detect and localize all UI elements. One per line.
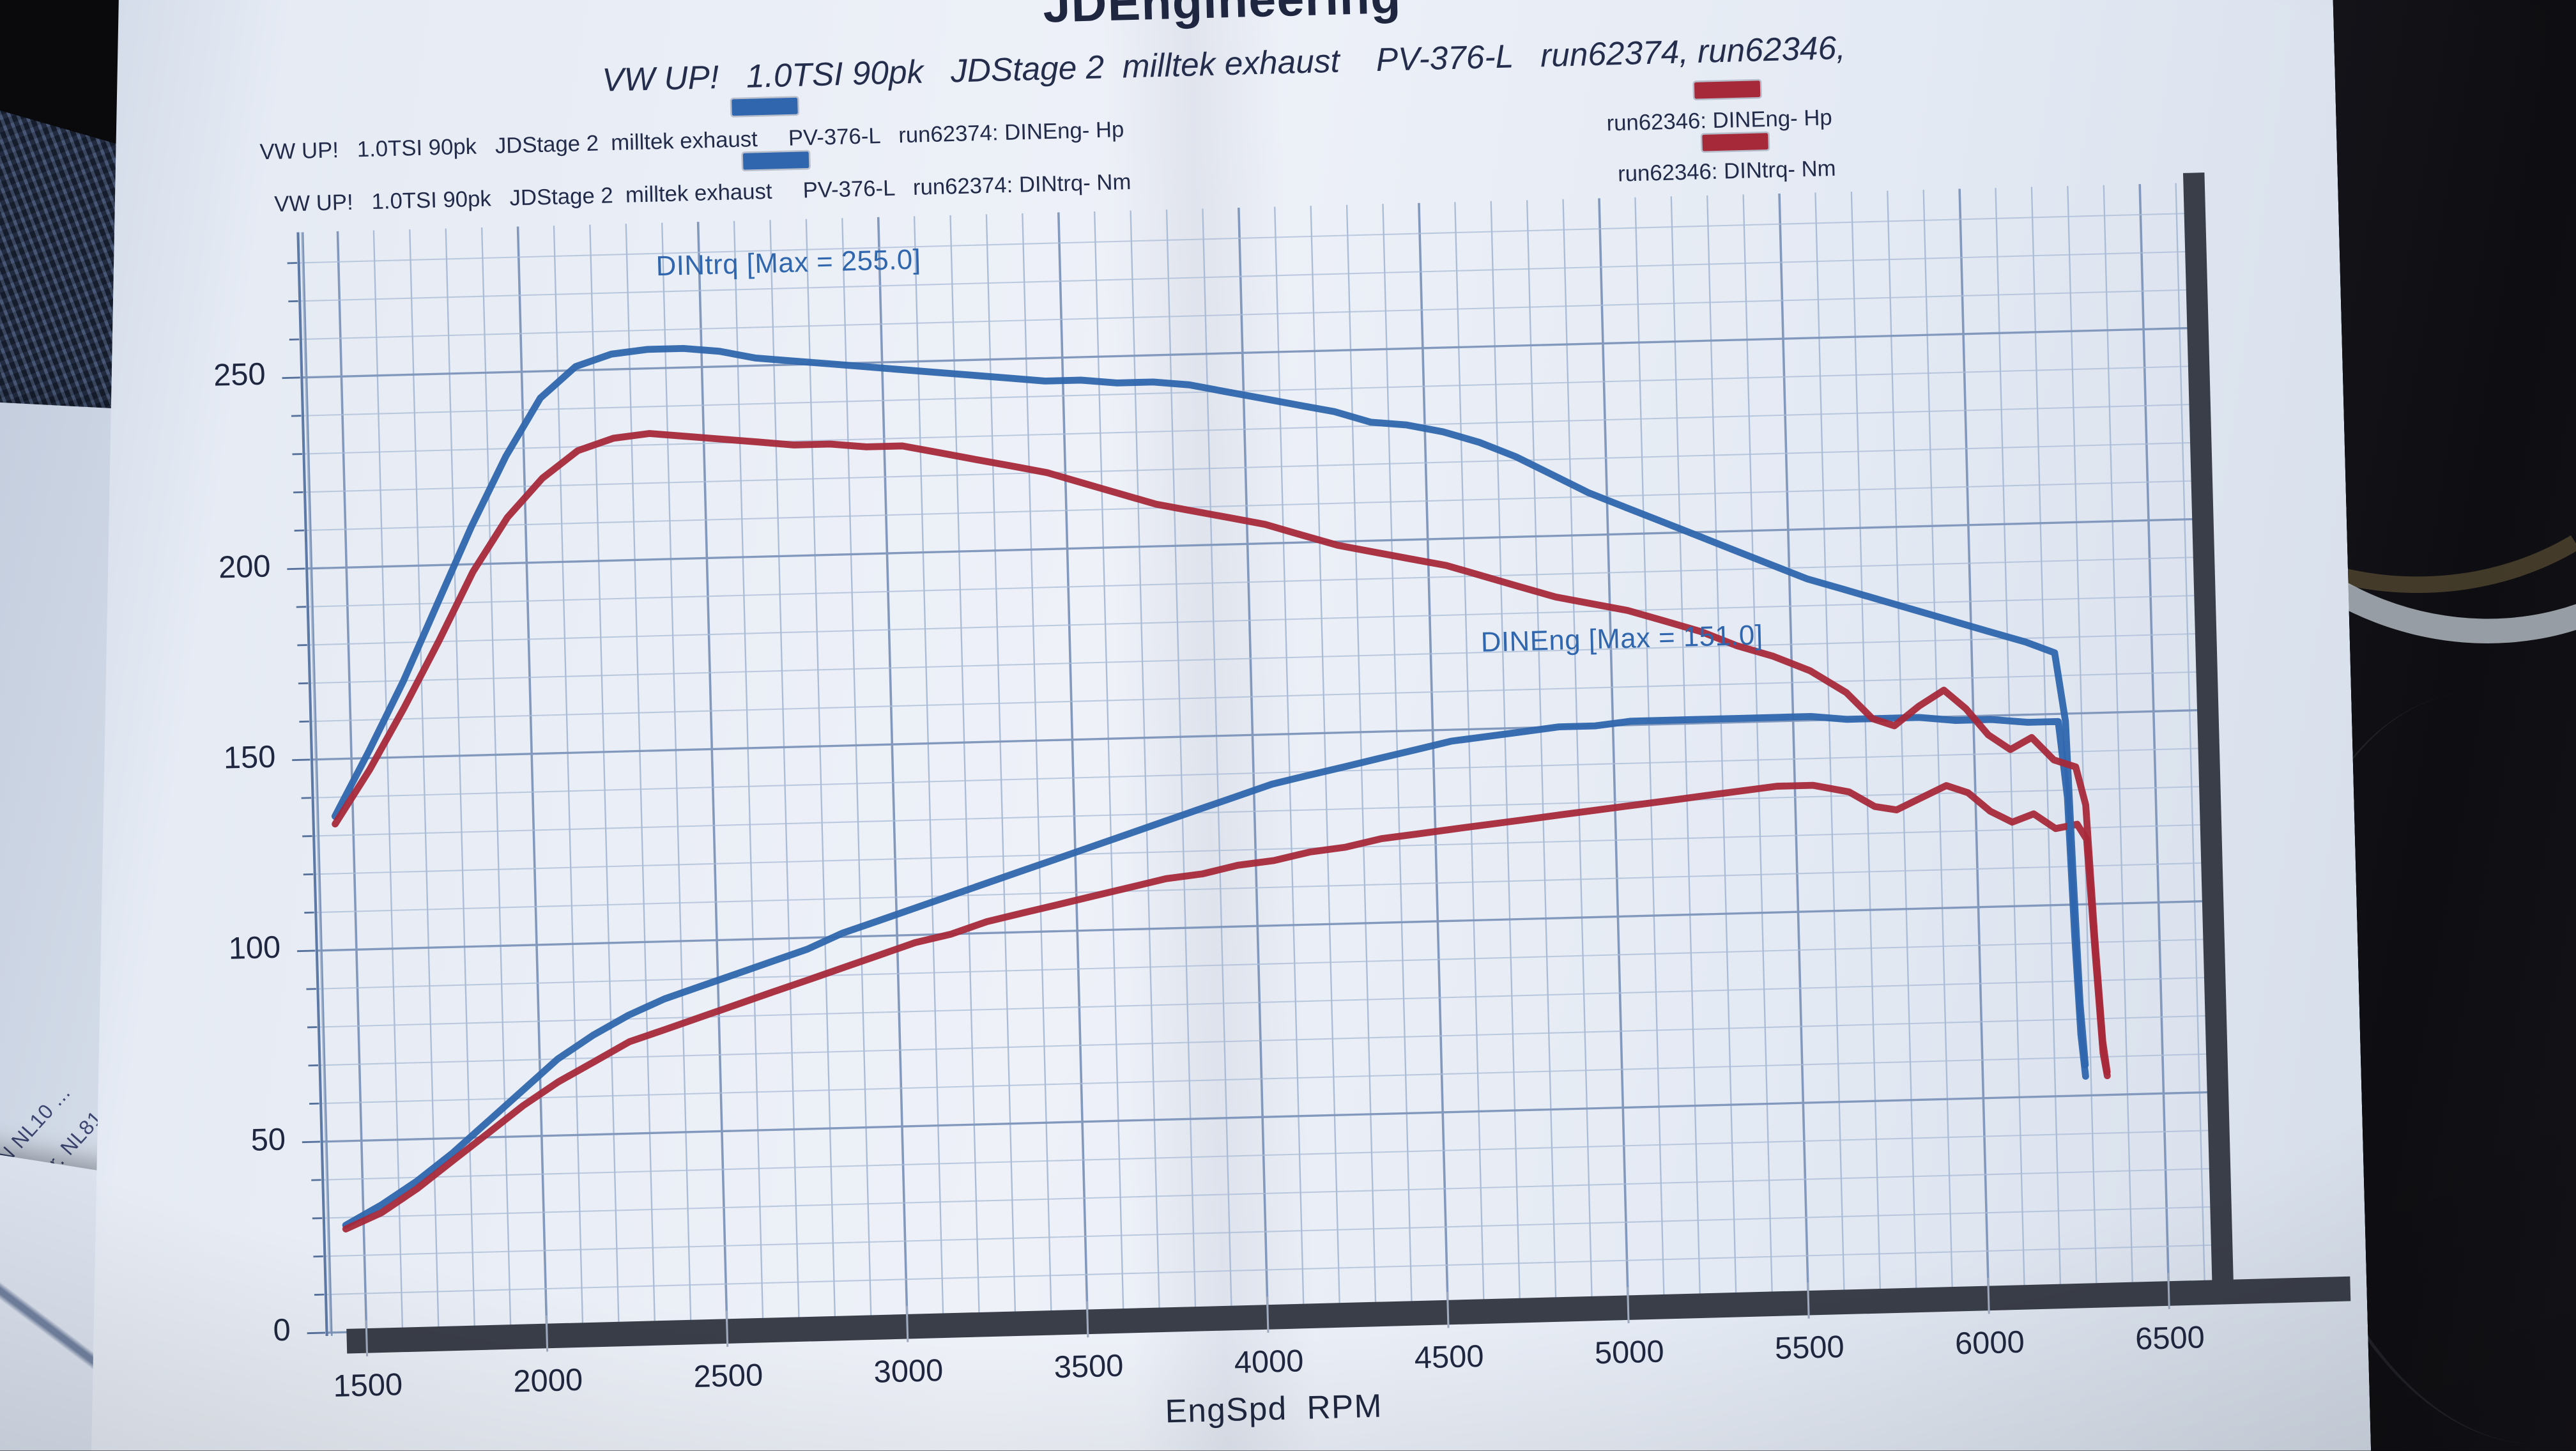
- y-tick-label: 200: [155, 549, 271, 588]
- x-axis-tick: [726, 1310, 727, 1347]
- grid-lines: [298, 183, 2215, 1333]
- x-tick-label: 3500: [1015, 1349, 1163, 1389]
- y-tick-label: 0: [175, 1314, 291, 1353]
- x-tick-label: 1500: [293, 1367, 442, 1408]
- x-tick-label: 6500: [2096, 1320, 2244, 1360]
- x-tick-label: 3000: [834, 1353, 983, 1393]
- x-axis-tick: [546, 1316, 547, 1352]
- y-tick-label: 100: [165, 932, 281, 971]
- x-tick-label: 5500: [1735, 1330, 1884, 1370]
- x-axis-tick: [1267, 1296, 1268, 1333]
- curve-trq_red: [325, 395, 2107, 1118]
- x-axis-tick: [1988, 1278, 1989, 1314]
- x-tick-label: 4500: [1375, 1339, 1524, 1379]
- dyno-chart-paper: JDEngineering VW UP! 1.0TSI 90pk JDStage…: [44, 0, 2374, 1451]
- y-tick-label: 50: [170, 1123, 286, 1162]
- x-tick-label: 5000: [1555, 1335, 1704, 1375]
- x-axis-tick: [366, 1320, 367, 1356]
- x-tick-label: 2500: [654, 1358, 803, 1399]
- y-axis: [279, 232, 332, 1336]
- x-axis-tick: [2168, 1273, 2169, 1309]
- x-tick-label: 2000: [473, 1363, 622, 1403]
- dyno-chart: [44, 0, 2374, 1451]
- torque-max-annotation: DINtrq [Max = 255.0]: [656, 244, 921, 284]
- x-axis-tick: [1808, 1282, 1809, 1319]
- x-tick-label: 6000: [1915, 1325, 2064, 1365]
- x-tick-label: 4000: [1195, 1344, 1344, 1384]
- y-tick-label: 250: [150, 358, 266, 397]
- y-tick-label: 150: [160, 741, 276, 779]
- x-axis-tick: [1628, 1287, 1629, 1324]
